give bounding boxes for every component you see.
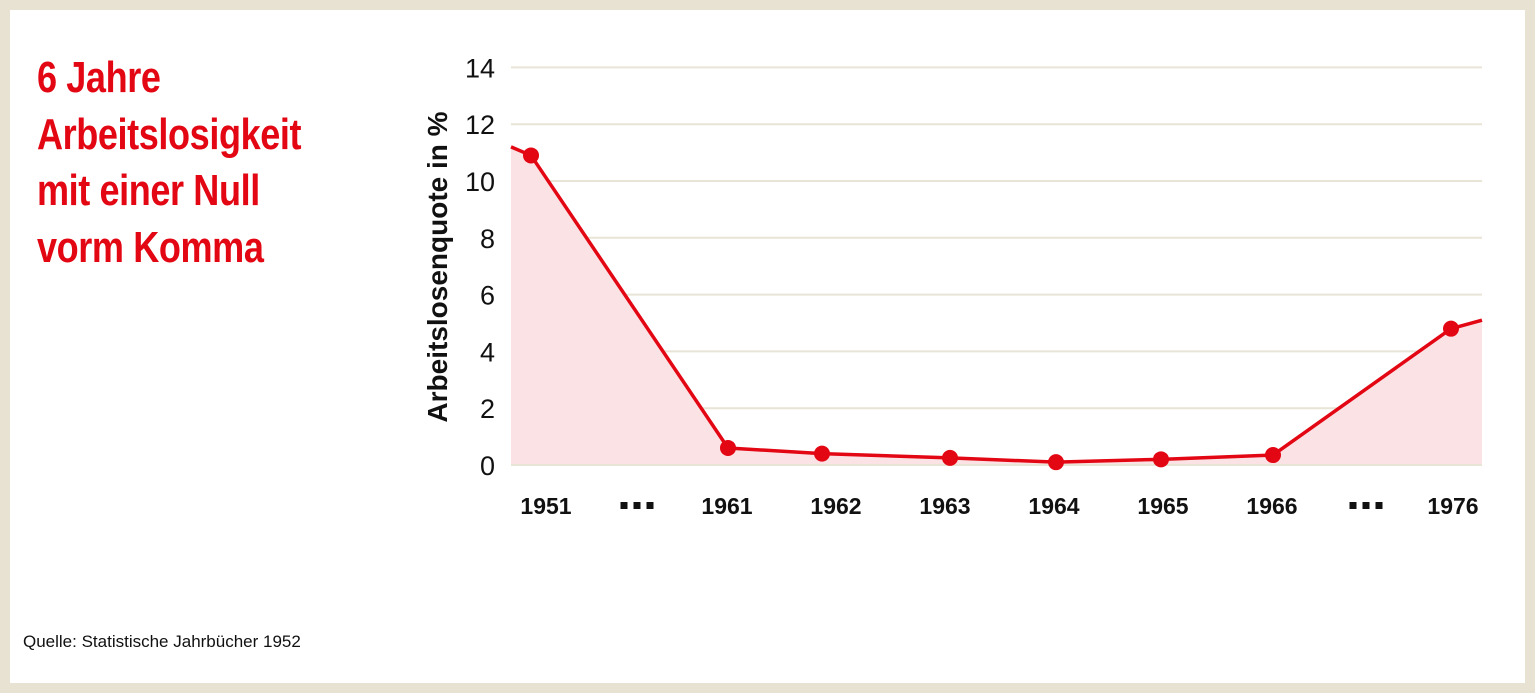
data-point-1976 xyxy=(1443,320,1459,337)
axis-gap-marker-1-2 xyxy=(646,502,654,509)
data-point-1961 xyxy=(720,439,736,456)
axis-gap-marker-1-1 xyxy=(633,502,641,509)
axis-gap-marker-1-0 xyxy=(620,502,628,509)
chart-card xyxy=(10,10,1525,683)
x-tick-label-1966: 1966 xyxy=(1246,493,1297,519)
data-point-1963 xyxy=(942,449,958,466)
y-tick-label-12: 12 xyxy=(465,110,495,140)
y-tick-label-10: 10 xyxy=(465,167,495,197)
data-point-1964 xyxy=(1048,454,1064,471)
headline-line-1: 6 Jahre xyxy=(37,53,161,102)
x-tick-label-1962: 1962 xyxy=(810,493,861,519)
y-tick-label-14: 14 xyxy=(465,53,495,83)
series-line xyxy=(510,145,1483,464)
x-tick-label-1965: 1965 xyxy=(1137,493,1188,519)
source-note: Quelle: Statistische Jahrbücher 1952 xyxy=(23,632,301,651)
data-point-1966 xyxy=(1265,447,1281,464)
x-tick-label-1964: 1964 xyxy=(1028,493,1079,519)
x-tick-label-1951: 1951 xyxy=(520,493,571,519)
y-tick-label-8: 8 xyxy=(480,224,495,254)
y-axis-title: Arbeitslosenquote in % xyxy=(422,111,453,422)
axis-gap-marker-8-2 xyxy=(1375,502,1383,509)
y-tick-label-0: 0 xyxy=(480,451,495,481)
y-tick-label-6: 6 xyxy=(480,281,495,311)
headline-line-4: vorm Komma xyxy=(37,222,264,272)
y-tick-label-2: 2 xyxy=(480,394,495,424)
headline-line-3: mit einer Null xyxy=(37,166,260,215)
axis-gap-marker-8-0 xyxy=(1349,502,1357,509)
axis-gap-marker-8-1 xyxy=(1362,502,1370,509)
data-point-1965 xyxy=(1153,451,1169,468)
series-area xyxy=(511,146,1482,466)
data-point-1962 xyxy=(814,445,830,462)
data-point-1951 xyxy=(523,147,539,164)
headline-line-2: Arbeitslosigkeit xyxy=(37,109,302,159)
y-tick-label-4: 4 xyxy=(480,337,495,367)
x-tick-label-1963: 1963 xyxy=(919,493,970,519)
x-tick-label-1961: 1961 xyxy=(701,493,752,519)
x-tick-label-1976: 1976 xyxy=(1427,493,1478,519)
chart-headline: 6 Jahre Arbeitslosigkeit mit einer Null … xyxy=(37,50,332,276)
